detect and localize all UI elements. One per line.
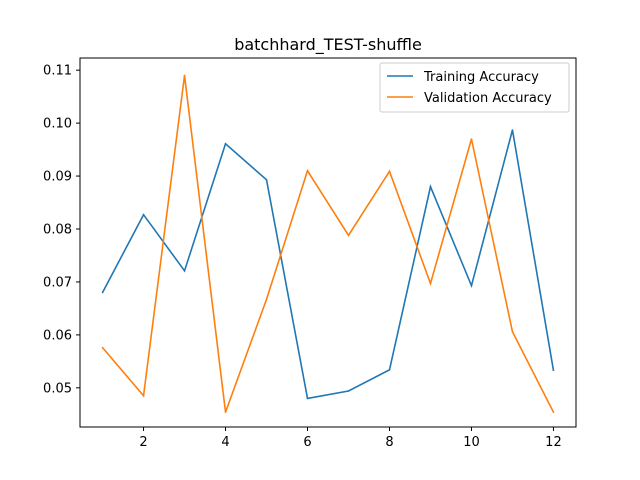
- data-point: [224, 142, 227, 145]
- data-point: [306, 169, 309, 172]
- data-point: [224, 411, 227, 413]
- data-point: [347, 390, 350, 392]
- y-tick-label: 0.06: [43, 328, 72, 343]
- data-point: [511, 129, 514, 131]
- legend: Training Accuracy Validation Accuracy: [379, 62, 570, 113]
- x-tick-label: 12: [545, 435, 562, 450]
- data-point: [183, 270, 186, 272]
- data-point: [265, 298, 268, 301]
- data-point: [429, 282, 432, 285]
- chart-title: batchhard_TEST-shuffle: [234, 35, 422, 55]
- ticks-layer: 2 4 6 8 10 12 0.05 0.06 0.07 0.08 0.09 0.10 0.11: [43, 64, 562, 450]
- data-point: [552, 411, 555, 413]
- y-tick-label: 0.05: [43, 381, 72, 396]
- x-tick-label: 2: [139, 435, 147, 450]
- series-line-training: [101, 129, 555, 400]
- x-tick-label: 10: [463, 435, 480, 450]
- data-point: [552, 369, 555, 372]
- data-point: [101, 346, 104, 349]
- x-tick-label: 8: [385, 435, 393, 450]
- data-point: [306, 397, 309, 400]
- data-point: [388, 170, 391, 173]
- x-tick-label: 4: [221, 435, 229, 450]
- plot-frame: [79, 57, 577, 428]
- data-point: [183, 74, 186, 77]
- y-tick-label: 0.08: [43, 223, 72, 238]
- y-tick-label: 0.11: [43, 64, 72, 79]
- legend-label-training: Training Accuracy: [423, 70, 539, 85]
- series-line-validation: [101, 75, 555, 413]
- data-point: [265, 178, 268, 181]
- series-layer: [101, 74, 555, 413]
- data-point: [511, 330, 514, 333]
- data-point: [470, 284, 473, 287]
- legend-box: [379, 62, 570, 113]
- data-point: [429, 185, 432, 188]
- data-point: [101, 291, 104, 294]
- y-tick-label: 0.09: [43, 170, 72, 185]
- legend-label-validation: Validation Accuracy: [424, 91, 552, 106]
- data-point: [142, 213, 145, 216]
- data-point: [388, 369, 391, 371]
- data-point: [142, 394, 145, 397]
- y-tick-label: 0.07: [43, 275, 72, 290]
- data-point: [347, 234, 350, 237]
- data-point: [470, 138, 473, 140]
- x-tick-label: 6: [303, 435, 311, 450]
- y-tick-label: 0.10: [43, 117, 72, 132]
